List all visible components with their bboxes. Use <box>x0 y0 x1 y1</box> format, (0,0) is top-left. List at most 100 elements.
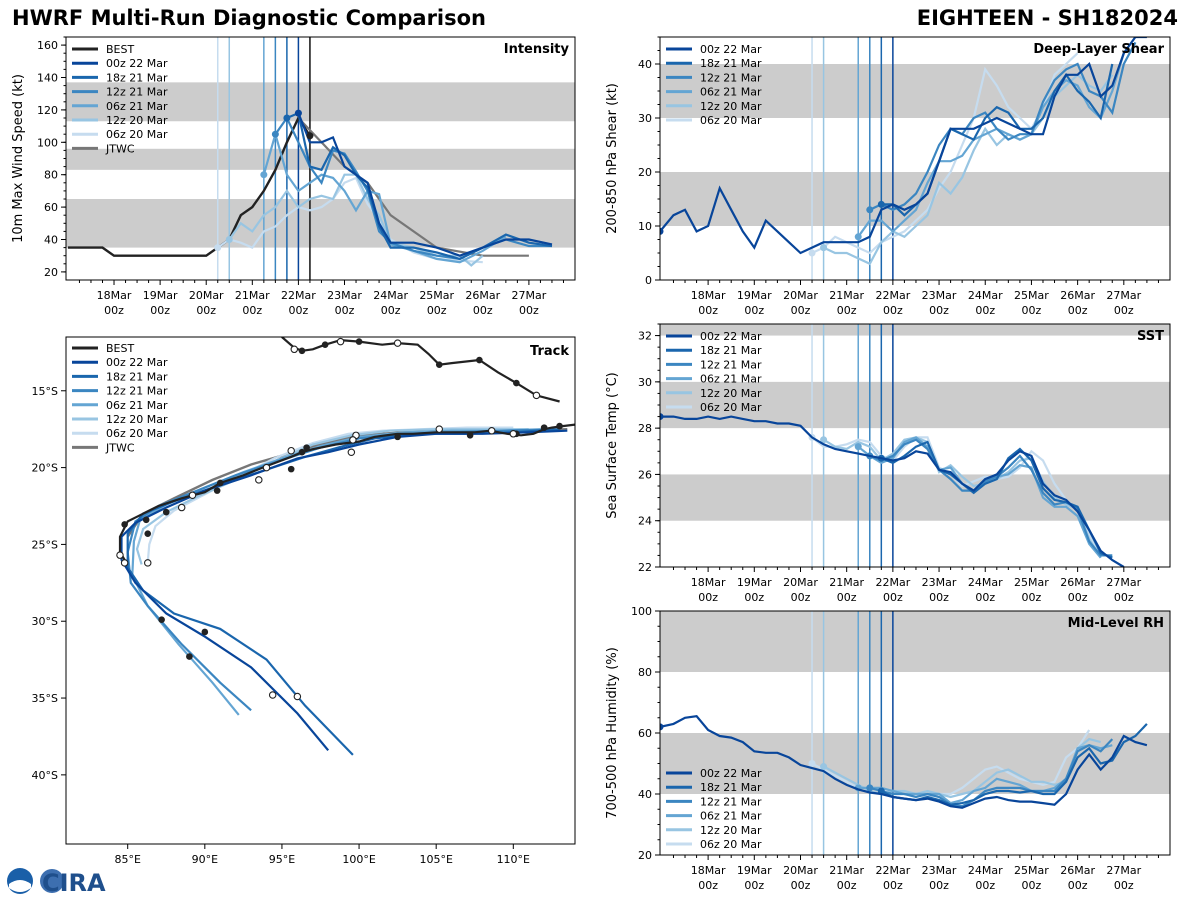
rh-xtick-date: 20Mar <box>783 864 818 877</box>
sst-ylabel: Sea Surface Temp (°C) <box>605 372 620 519</box>
track-best-point <box>540 424 548 431</box>
track-best-point <box>476 356 483 364</box>
intensity-ytick-label: 20 <box>44 266 58 279</box>
sst-xtick-date: 19Mar <box>737 576 772 589</box>
track-hollow-point <box>293 692 302 701</box>
shear-xtick-date: 21Mar <box>829 289 864 302</box>
intensity-xtick-hour: 00z <box>196 304 216 317</box>
sst-xtick-hour: 00z <box>1022 591 1042 604</box>
rh-xtick-hour: 00z <box>975 879 995 892</box>
intensity-legend-label: 18z 21 Mar <box>106 71 168 84</box>
sst-xtick-hour: 00z <box>929 591 949 604</box>
shear-series-start-marker <box>854 233 862 241</box>
sst-title: SST <box>1137 329 1164 344</box>
track-legend-label: BEST <box>106 342 134 355</box>
sst-series-line <box>823 436 1102 559</box>
shear-series-line <box>857 52 1125 238</box>
rh-series-line <box>880 723 1148 806</box>
track-best-point <box>201 628 209 636</box>
sst-plot-area <box>660 324 1170 567</box>
shear-xtick-hour: 00z <box>883 304 903 317</box>
rh-ytick-label: 100 <box>631 605 652 618</box>
shear-xtick-date: 18Mar <box>691 289 726 302</box>
noaa-wave <box>9 880 31 892</box>
shear-xtick-hour: 00z <box>1114 304 1134 317</box>
rh-series-start-marker <box>820 763 828 771</box>
intensity-xtick-hour: 00z <box>242 304 262 317</box>
rh-xtick-date: 27Mar <box>1106 864 1141 877</box>
shear-series-start-marker <box>808 249 816 257</box>
track-legend-label: 12z 21 Mar <box>106 385 168 398</box>
logo-text: CIRA <box>42 869 106 896</box>
intensity-xtick-hour: 00z <box>381 304 401 317</box>
sst-series-start-marker <box>660 413 664 421</box>
track-best-point <box>435 361 443 368</box>
track-hollow-point <box>143 559 152 567</box>
shear-legend-label: 12z 21 Mar <box>700 71 762 84</box>
intensity-legend-label: BEST <box>106 43 134 56</box>
rh-xtick-date: 25Mar <box>1014 864 1049 877</box>
shear-legend-label: 06z 21 Mar <box>700 86 762 99</box>
rh-xtick-date: 23Mar <box>922 864 957 877</box>
shear-xtick-hour: 00z <box>837 304 857 317</box>
rh-xtick-hour: 00z <box>1114 879 1134 892</box>
track-hollow-point <box>435 425 444 433</box>
track-legend-label: 06z 21 Mar <box>106 399 168 412</box>
track-hollow-point <box>290 345 299 354</box>
track-xtick-label: 90°E <box>192 853 218 866</box>
track-ytick-label: 25°S <box>32 538 58 551</box>
sst-frame <box>659 323 1171 568</box>
intensity-xtick-date: 21Mar <box>235 289 270 302</box>
shear-legend-label: 00z 22 Mar <box>700 43 762 56</box>
track-series-line <box>120 429 568 752</box>
shear-ylabel: 200-850 hPa Shear (kt) <box>605 83 620 234</box>
intensity-best-line <box>67 115 311 257</box>
sst-xtick-date: 25Mar <box>1014 576 1049 589</box>
shear-xtick-date: 20Mar <box>783 289 818 302</box>
sst-xtick-hour: 00z <box>1068 591 1088 604</box>
shear-band <box>660 172 1170 226</box>
sst-ytick-label: 24 <box>638 515 652 528</box>
shear-xtick-date: 23Mar <box>922 289 957 302</box>
shear-ytick-label: 30 <box>638 112 652 125</box>
track-best-point <box>303 444 310 451</box>
rh-series-line <box>869 738 1114 808</box>
rh-xtick-hour: 00z <box>883 879 903 892</box>
track-series-line <box>131 428 545 716</box>
rh-legend-label: 18z 21 Mar <box>700 781 762 794</box>
intensity-series-line <box>262 130 507 264</box>
shear-ytick-label: 0 <box>645 274 652 287</box>
shear-series-line <box>660 37 1147 255</box>
intensity-legend-label: 12z 20 Mar <box>106 114 168 127</box>
track-best-point <box>556 422 563 430</box>
shear-series-start-marker <box>866 206 874 214</box>
track-hollow-point <box>347 448 356 456</box>
intensity-ytick-label: 160 <box>37 39 58 52</box>
rh-xtick-date: 19Mar <box>737 864 772 877</box>
track-hollow-point <box>393 339 402 347</box>
rh-xtick-hour: 00z <box>744 879 764 892</box>
rh-legend-label: 06z 21 Mar <box>700 810 762 823</box>
shear-xtick-date: 26Mar <box>1060 289 1095 302</box>
rh-series-line <box>660 715 1148 809</box>
sst-xtick-hour: 00z <box>1114 591 1134 604</box>
rh-legend-label: 06z 20 Mar <box>700 838 762 851</box>
shear-xtick-date: 27Mar <box>1106 289 1141 302</box>
sst-ytick-label: 28 <box>638 422 652 435</box>
track-series-line <box>126 428 560 756</box>
rh-band <box>660 611 1170 672</box>
track-best-line <box>118 423 575 561</box>
rh-series-start-marker <box>866 784 874 792</box>
track-best-point <box>213 487 221 494</box>
track-ytick-label: 40°S <box>32 769 58 782</box>
shear-legend-label: 12z 20 Mar <box>700 100 762 113</box>
track-best-point <box>287 465 295 473</box>
track-hollow-point <box>120 559 129 567</box>
sst-xtick-date: 24Mar <box>968 576 1003 589</box>
intensity-xtick-date: 24Mar <box>373 289 408 302</box>
intensity-xtick-hour: 00z <box>289 304 309 317</box>
sst-ytick-label: 26 <box>638 468 652 481</box>
track-legend-label: JTWC <box>105 441 135 454</box>
shear-xtick-date: 24Mar <box>968 289 1003 302</box>
